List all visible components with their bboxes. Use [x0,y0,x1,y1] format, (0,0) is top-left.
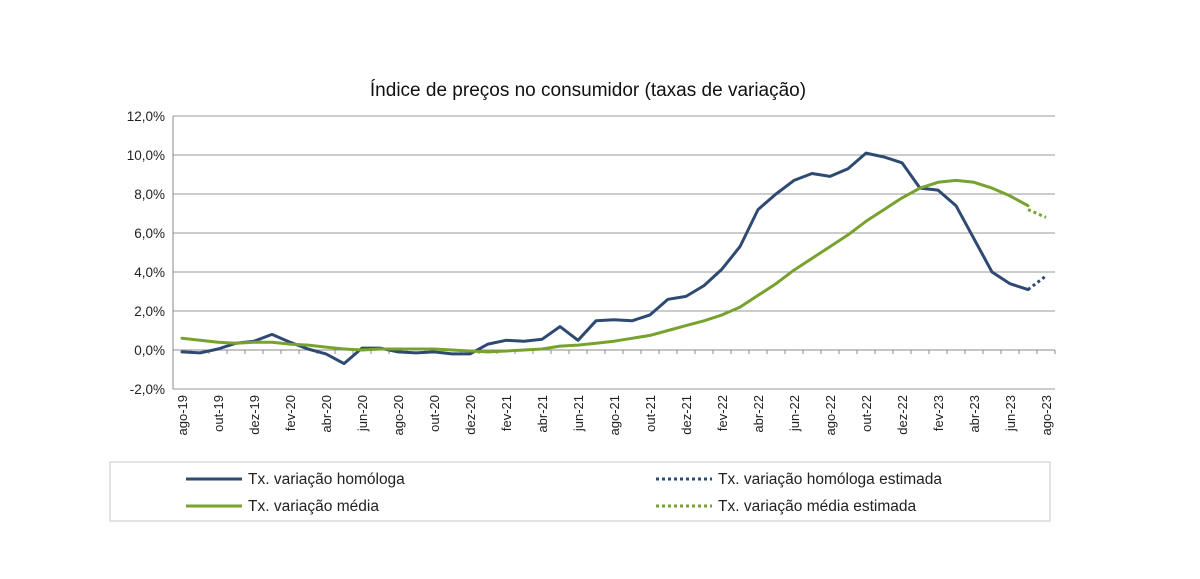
series-line-0 [180,151,1030,366]
x-tick-label: jun-23 [1003,395,1018,432]
legend-label: Tx. variação média [248,498,379,515]
series-line-1 [1027,274,1047,291]
chart-title: Índice de preços no consumidor (taxas de… [370,80,806,101]
x-tick-label: jun-22 [787,395,802,432]
x-tick-label: abr-22 [751,395,766,433]
x-axis: ago-19 out-19 dez-19 fev-20 abr-20 jun-20 ago-… [172,349,1056,435]
y-tick-label: 10,0% [127,148,165,163]
x-tick-label: abr-21 [535,395,550,433]
x-tick-label: ago-20 [391,395,406,435]
x-tick-label: fev-23 [931,395,946,431]
x-tick-label: dez-22 [895,395,910,435]
x-tick-label: out-20 [427,395,442,432]
legend: Tx. variação homóloga Tx. variação homólo… [109,461,1051,522]
x-tick-label: dez-21 [679,395,694,435]
x-tick-label: ago-21 [607,395,622,435]
y-tick-label: -2,0% [130,382,165,397]
legend-box [109,461,1051,522]
x-tick-label: jun-21 [571,395,586,432]
y-tick-label: 6,0% [134,226,165,241]
x-tick-label: out-22 [859,395,874,432]
y-tick-label: 12,0% [127,109,165,124]
x-tick-label: ago-19 [175,395,190,435]
y-tick-label: 2,0% [134,304,165,319]
x-tick-label: dez-20 [463,395,478,435]
series-line-3 [1027,208,1047,219]
series-line-2 [180,178,1030,354]
series-lines [180,151,1047,366]
x-tick-label: fev-22 [715,395,730,431]
y-tick-label: 8,0% [134,187,165,202]
x-tick-label: abr-23 [967,395,982,433]
x-tick-label: ago-23 [1039,395,1054,435]
x-tick-label: fev-21 [499,395,514,431]
y-tick-label: 4,0% [134,265,165,280]
x-tick-label: jun-20 [355,395,370,432]
legend-label: Tx. variação média estimada [718,498,917,515]
x-tick-label: ago-22 [823,395,838,435]
y-tick-label: 0,0% [134,343,165,358]
x-tick-label: abr-20 [319,395,334,433]
x-tick-label: out-19 [211,395,226,432]
x-tick-label: dez-19 [247,395,262,435]
x-tick-label: out-21 [643,395,658,432]
legend-label: Tx. variação homóloga [248,471,405,488]
y-axis: -2,0% 0,0% 2,0% 4,0% 6,0% 8,0% 10,0% 12,0% [127,109,174,397]
x-tick-label: fev-20 [283,395,298,431]
legend-label: Tx. variação homóloga estimada [718,471,942,488]
